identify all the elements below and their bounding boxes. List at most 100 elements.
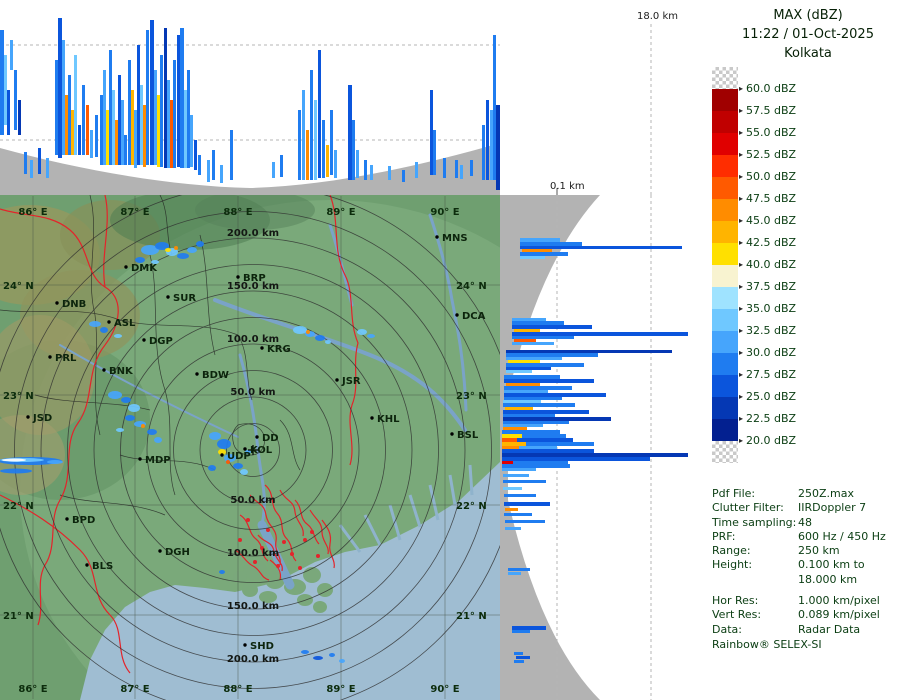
echo-bar bbox=[74, 55, 77, 155]
site-name: Kolkata bbox=[784, 46, 832, 61]
echo-bar bbox=[170, 100, 173, 168]
scale-level-label: ▸ 42.5 dBZ bbox=[739, 235, 796, 250]
station-label: JSD bbox=[32, 413, 52, 424]
echo-bar bbox=[490, 110, 493, 180]
scale-arrow-icon: ▸ bbox=[739, 216, 744, 225]
echo-cell bbox=[135, 257, 145, 263]
echo-bar bbox=[118, 75, 121, 165]
longitude-label: 86° E bbox=[18, 684, 47, 695]
product-datetime: 11:22 / 01-Oct-2025 bbox=[742, 27, 874, 42]
echo-bar bbox=[516, 656, 530, 659]
station-label: SHD bbox=[250, 641, 274, 652]
info-value: 48 bbox=[798, 515, 812, 529]
echo-bar bbox=[318, 50, 321, 178]
station-marker bbox=[243, 643, 247, 647]
info-row: Time sampling: 48 bbox=[712, 516, 904, 530]
scale-cell bbox=[712, 419, 738, 441]
station-marker bbox=[102, 368, 106, 372]
echo-bar bbox=[352, 120, 355, 180]
echo-bar bbox=[90, 130, 93, 158]
echo-bar bbox=[455, 160, 458, 178]
echo-bar bbox=[504, 375, 560, 379]
scale-level-label: ▸ 25.0 dBZ bbox=[739, 389, 796, 404]
echo-cell bbox=[187, 247, 197, 253]
echo-bar bbox=[514, 660, 524, 663]
latitude-label: 21° N bbox=[456, 611, 487, 622]
scale-arrow-icon: ▸ bbox=[739, 260, 744, 269]
echo-bar bbox=[415, 162, 418, 178]
info-label: Data: bbox=[712, 622, 742, 636]
echo-cell bbox=[47, 460, 63, 464]
echo-bar bbox=[109, 50, 112, 165]
echo-bar bbox=[14, 70, 17, 130]
info-value: IIRDoppler 7 bbox=[798, 501, 867, 515]
echo-bar bbox=[502, 468, 536, 471]
scale-level-label: ▸ 40.0 dBZ bbox=[739, 257, 796, 272]
echo-bar bbox=[505, 520, 545, 523]
info-label: Hor Res: bbox=[712, 594, 759, 608]
echo-bar bbox=[505, 407, 533, 410]
echo-cell bbox=[240, 469, 248, 475]
station-label: DNB bbox=[62, 299, 86, 310]
scale-level-label: ▸ 47.5 dBZ bbox=[739, 191, 796, 206]
echo-bar bbox=[512, 626, 546, 630]
echo-bar bbox=[504, 390, 548, 393]
echo-cell bbox=[209, 432, 221, 440]
echo-bar bbox=[112, 90, 115, 165]
echo-bar bbox=[486, 100, 489, 180]
station-label: MNS bbox=[442, 233, 468, 244]
echo-bar bbox=[504, 397, 562, 400]
info-label: Time sampling: bbox=[712, 515, 797, 529]
top-height-panel bbox=[0, 0, 500, 195]
info-row: Range: 250 km bbox=[712, 544, 904, 558]
echo-cell bbox=[293, 326, 307, 334]
echo-bar bbox=[508, 568, 530, 571]
echo-bar bbox=[402, 170, 405, 182]
echo-bar bbox=[322, 120, 325, 178]
latitude-label: 22° N bbox=[456, 501, 487, 512]
echo-bar bbox=[502, 464, 570, 468]
echo-bar bbox=[502, 446, 519, 449]
longitude-label: 87° E bbox=[120, 207, 149, 218]
echo-bar bbox=[207, 160, 210, 182]
info-value: 18.000 km bbox=[798, 572, 858, 586]
echo-bar bbox=[370, 165, 373, 180]
echo-bar bbox=[508, 572, 521, 575]
radar-site-marker bbox=[248, 445, 258, 455]
scale-cell bbox=[712, 177, 738, 199]
graticule bbox=[0, 196, 500, 699]
scale-cell bbox=[712, 265, 738, 287]
longitude-label: 90° E bbox=[430, 684, 459, 695]
echo-cell bbox=[226, 460, 230, 464]
info-value: 0.100 km to bbox=[798, 558, 865, 572]
longitude-label: 87° E bbox=[120, 684, 149, 695]
echo-bar bbox=[504, 502, 550, 506]
echo-bar bbox=[512, 336, 574, 339]
echo-bar bbox=[58, 18, 62, 158]
range-ring bbox=[146, 343, 360, 557]
scale-cell bbox=[712, 243, 738, 265]
echo-bar bbox=[0, 30, 4, 135]
range-ring bbox=[173, 370, 333, 530]
scale-arrow-icon: ▸ bbox=[739, 348, 744, 357]
echo-cell bbox=[128, 404, 140, 412]
station-label: SUR bbox=[173, 293, 196, 304]
echo-cell bbox=[89, 321, 101, 327]
echo-bar bbox=[505, 508, 518, 511]
echo-bar bbox=[514, 329, 540, 332]
echo-bar bbox=[506, 367, 551, 370]
state-country-boundaries bbox=[0, 195, 359, 674]
station-label: DD bbox=[262, 433, 279, 444]
station-marker bbox=[220, 453, 224, 457]
info-label: Height: bbox=[712, 558, 753, 572]
echo-bar bbox=[10, 40, 13, 70]
range-ring-label: 150.0 km bbox=[227, 601, 279, 612]
echo-bar bbox=[348, 85, 352, 180]
echo-bar bbox=[502, 438, 517, 442]
echo-cell bbox=[147, 429, 157, 435]
longitude-label: 89° E bbox=[326, 207, 355, 218]
latitude-label: 21° N bbox=[3, 611, 34, 622]
echo-bar bbox=[71, 110, 74, 155]
scale-value: 22.5 dBZ bbox=[746, 412, 797, 425]
scale-value: 45.0 dBZ bbox=[746, 214, 797, 227]
